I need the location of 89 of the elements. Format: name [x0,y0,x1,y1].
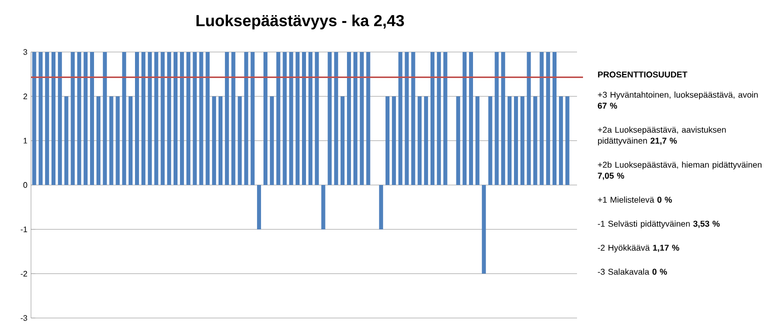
bar [456,96,460,185]
bar [558,96,563,185]
bar [180,52,184,185]
bar [282,52,287,185]
bar [206,52,210,185]
bar [526,52,531,185]
text: -3 Salakavala 0 % [598,268,667,275]
bar [167,52,172,185]
bar [32,52,36,185]
chart-title: Luoksepäästävyys - ka 2,43 [196,14,404,30]
bar [546,52,550,185]
bar [270,96,274,185]
bar [469,52,474,185]
bar [160,52,165,185]
bar [404,52,409,185]
bar [328,52,332,185]
bar [321,185,326,230]
bar [411,52,416,185]
bar [51,52,56,185]
text: -2 Hyökkäävä 1,17 % [598,244,680,252]
text: +2b Luoksepäästävä, hieman pidättyväinen 7,05 % [598,162,762,180]
bar [276,52,280,185]
bar [430,52,434,185]
bar [379,185,384,230]
bar [84,52,88,185]
bar [501,52,506,185]
bar [174,52,178,185]
text: +3 Hyväntahtoinen, luoksepäästävä, avoin 67 % [598,92,758,109]
bar [148,52,152,185]
bar [392,96,396,185]
text: -1 Selvästi pidättyväinen 3,53 % [598,220,720,228]
bar [386,96,390,185]
bar [244,52,248,185]
bar [353,52,358,185]
bar [520,96,524,185]
bar [360,52,364,185]
bar [508,96,512,185]
bar [96,96,100,185]
bar [70,52,75,185]
bar [540,52,544,185]
bar [443,52,448,185]
bar [224,52,229,185]
text: +2a Luoksepäästävä, aavistuksen pidättyväinen 21,7 % [598,126,726,146]
bar [218,96,222,185]
bar [45,52,50,185]
bar [482,185,486,274]
bar [90,52,94,185]
bar [346,52,351,185]
bar [436,52,441,185]
bar [263,52,268,185]
bar [116,96,120,185]
bar [238,96,242,185]
bar [199,52,204,185]
bar [488,96,492,185]
bar [462,52,467,185]
bar [334,52,338,185]
bar [102,52,107,185]
bar [475,96,480,185]
bar [340,96,345,185]
text: PROSENTTIOSUUDET [598,72,688,78]
bar [192,52,197,185]
bar [289,52,294,185]
bar [565,96,570,185]
bar [424,96,428,185]
bar [128,96,133,185]
bar [38,52,43,185]
bar [552,52,557,185]
bar [77,52,82,185]
bar [154,52,158,185]
bar [418,96,422,185]
bar [141,52,146,185]
bar [212,96,216,185]
bar [58,52,62,185]
bar [314,52,319,185]
bar [135,52,139,185]
bar [296,52,300,185]
text: +1 Mielistelevä 0 % [598,196,672,203]
bar [257,185,262,230]
bar [109,96,114,185]
bar [514,96,518,185]
bar [64,96,68,185]
bar [494,52,499,185]
bar [398,52,402,185]
bar [122,52,126,185]
bar [308,52,312,185]
bar [231,52,236,185]
bar [186,52,190,185]
bar [250,52,255,185]
bar [302,52,306,185]
